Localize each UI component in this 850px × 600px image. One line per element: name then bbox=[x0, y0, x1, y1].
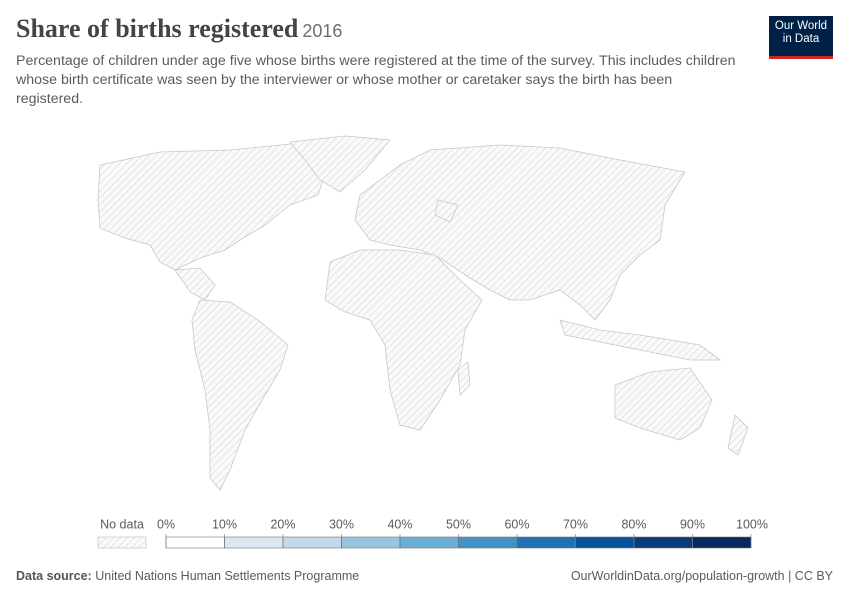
legend-tick-label: 0% bbox=[157, 517, 175, 531]
legend-tick-label: 70% bbox=[563, 517, 588, 531]
legend-tick-label: 100% bbox=[736, 517, 768, 531]
source-label: Data source: bbox=[16, 569, 92, 583]
legend-bin bbox=[458, 536, 518, 549]
logo-line: in Data bbox=[782, 33, 820, 45]
legend-tick-label: 10% bbox=[212, 517, 237, 531]
logo[interactable]: Our World in Data bbox=[769, 16, 833, 59]
region[interactable] bbox=[191, 299, 289, 491]
legend-bin bbox=[165, 536, 225, 549]
legend-tick-label: 50% bbox=[446, 517, 471, 531]
legend-tick-label: 30% bbox=[329, 517, 354, 531]
legend-bin bbox=[633, 536, 693, 549]
chart-year: 2016 bbox=[302, 21, 343, 41]
chart-title: Share of births registered bbox=[16, 14, 299, 43]
legend-bin bbox=[575, 536, 635, 549]
region[interactable] bbox=[289, 135, 391, 193]
legend-tick-label: 40% bbox=[387, 517, 412, 531]
region[interactable] bbox=[559, 319, 722, 361]
logo-line: Our World bbox=[774, 20, 828, 32]
legend-bin bbox=[399, 536, 459, 549]
countries bbox=[97, 135, 749, 491]
title-block: Share of births registered 2016 bbox=[16, 14, 342, 44]
source-text: United Nations Human Settlements Program… bbox=[95, 569, 360, 583]
region[interactable] bbox=[434, 199, 459, 223]
no-data-label: No data bbox=[100, 517, 144, 531]
footer-link[interactable]: OurWorldinData.org/population-growth | C… bbox=[570, 569, 833, 583]
chart-subtitle: Percentage of children under age five wh… bbox=[16, 53, 736, 107]
no-data-swatch bbox=[97, 536, 147, 549]
legend-bin bbox=[692, 536, 752, 549]
legend-tick-label: 60% bbox=[504, 517, 529, 531]
legend-tick-label: 80% bbox=[621, 517, 646, 531]
legend-bin bbox=[341, 536, 401, 549]
region[interactable] bbox=[614, 367, 713, 441]
legend-bin bbox=[282, 536, 342, 549]
region[interactable] bbox=[324, 249, 483, 431]
region[interactable] bbox=[97, 142, 331, 271]
region[interactable] bbox=[174, 267, 216, 301]
region[interactable] bbox=[354, 144, 686, 321]
region[interactable] bbox=[727, 414, 749, 456]
legend-tick-label: 20% bbox=[270, 517, 295, 531]
source: Data source: United Nations Human Settle… bbox=[16, 569, 359, 583]
region[interactable] bbox=[457, 361, 471, 396]
legend-bin bbox=[224, 536, 284, 549]
legend-tick-label: 90% bbox=[680, 517, 705, 531]
legend-bin bbox=[516, 536, 576, 549]
